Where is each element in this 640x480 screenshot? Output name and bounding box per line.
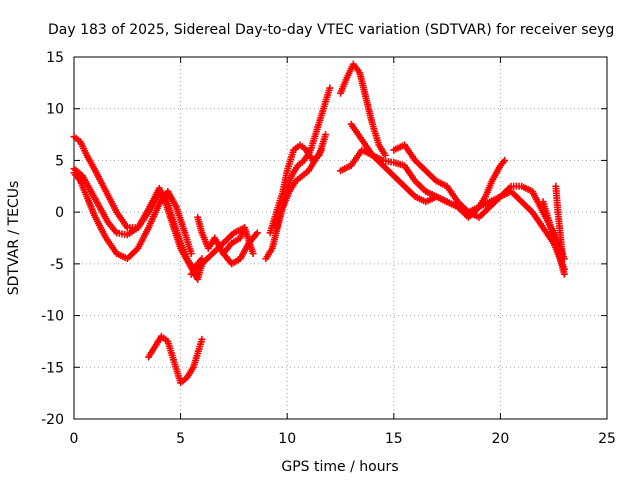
data-point-marker: [317, 146, 325, 154]
series-track-f: [187, 224, 249, 278]
series-track-p: [552, 182, 566, 258]
x-tick-labels: 0 5 10 15 20 25: [70, 431, 616, 447]
x-tick-label: 0: [70, 431, 79, 447]
data-point-marker: [198, 335, 206, 343]
data-point-marker: [326, 84, 334, 92]
plot-frame: [73, 56, 608, 420]
series-track-c: [70, 169, 195, 263]
series-track-o: [539, 198, 568, 278]
data-point-marker: [249, 250, 257, 258]
y-axis-title: SDTVAR / TECUs: [6, 181, 22, 296]
y-tick-label: 10: [46, 102, 64, 118]
y-tick-label: -20: [41, 412, 64, 428]
series-track-n: [390, 141, 509, 216]
grid-layer: [74, 57, 607, 419]
data-point-marker: [241, 224, 249, 232]
data-point-marker: [187, 250, 195, 258]
series-track-b: [70, 165, 206, 283]
data-point-marker: [560, 270, 568, 278]
series-track-l: [337, 146, 568, 273]
y-tick-label: -5: [50, 257, 64, 273]
series-track-g: [219, 229, 261, 268]
x-tick-label: 20: [491, 431, 509, 447]
y-tick-label: -15: [41, 360, 64, 376]
x-axis-title: GPS time / hours: [281, 459, 398, 475]
x-tick-label: 25: [598, 431, 616, 447]
tick-layer: [73, 56, 608, 420]
y-tick-label: 0: [55, 205, 64, 221]
x-tick-label: 15: [385, 431, 403, 447]
series-track-h: [262, 84, 334, 263]
data-layer: [70, 60, 568, 387]
data-point-marker: [558, 250, 566, 258]
data-point-marker: [253, 229, 261, 237]
chart-title: Day 183 of 2025, Sidereal Day-to-day VTE…: [48, 22, 614, 38]
data-point-marker: [501, 156, 509, 164]
series-track-k: [337, 60, 389, 159]
series-track-m: [347, 120, 568, 263]
data-point-marker: [322, 131, 330, 139]
x-tick-label: 10: [278, 431, 296, 447]
series-track-j: [273, 146, 325, 232]
series-track-d: [145, 332, 206, 387]
y-tick-labels: -20 -15 -10 -5 0 5 10 15: [41, 50, 64, 428]
y-tick-label: -10: [41, 309, 64, 325]
x-tick-label: 5: [176, 431, 185, 447]
y-tick-label: 15: [46, 50, 64, 66]
y-tick-label: 5: [55, 153, 64, 169]
